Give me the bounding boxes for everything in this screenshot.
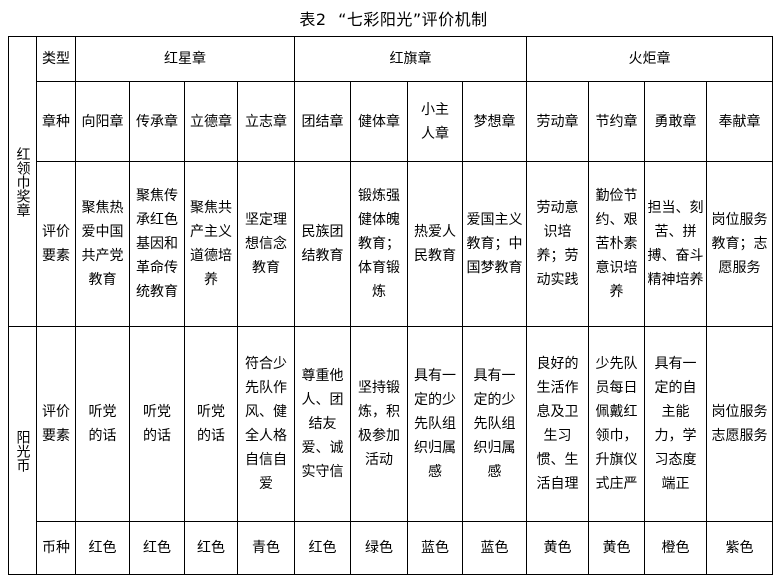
kind-cell: 勇敢章 [644,81,707,162]
coin-cell: 绿色 [350,521,408,575]
eval-cell: 尊重他人、团结友爱、诚实守信 [294,326,351,522]
eval-cell: 岗位服务志愿服务 [706,326,773,522]
coin-cell: 黄色 [588,521,645,575]
coin-cell: 青色 [237,521,295,575]
eval-cell: 勤俭节约、艰苦朴素意识培养 [588,161,645,327]
kind-label: 章种 [36,81,76,162]
eval-cell: 具有一定的自主能力，学习态度端正 [644,326,707,522]
coin-cell: 蓝色 [462,521,527,575]
coin-cell: 红色 [184,521,238,575]
kind-cell: 传承章 [129,81,185,162]
kind-cell: 健体章 [350,81,408,162]
type-cell: 火炬章 [526,36,773,82]
coin-cell: 红色 [75,521,130,575]
eval-cell: 爱国主义教育；中国梦教育 [462,161,527,327]
table-name: “七彩阳光”评价机制 [338,10,488,29]
eval-cell: 聚焦共产主义道德培养 [184,161,238,327]
coin-cell: 红色 [129,521,185,575]
eval-cell: 聚焦热爱中国共产党教育 [75,161,130,327]
coin-cell: 黄色 [526,521,589,575]
kind-cell: 奉献章 [706,81,773,162]
kind-row: 章种 向阳章 传承章 立德章 立志章 团结章 健体章 小主人章 梦想章 劳动章 … [9,81,773,162]
eval-cell: 聚焦传承红色基因和革命传统教育 [129,161,185,327]
eval-cell: 担当、刻苦、拼搏、奋斗精神培养 [644,161,707,327]
coin-cell: 紫色 [706,521,773,575]
eval-cell: 坚定理想信念教育 [237,161,295,327]
kind-cell: 立德章 [184,81,238,162]
eval-cell: 听党的话 [75,326,130,522]
eval-row-2: 阳光币 评价要素 听党的话 听党的话 听党的话 符合少先队作风、健全人格自信自爱… [8,326,773,575]
eval-cell: 热爱人民教育 [407,161,463,327]
evaluation-table: 红领巾奖章 类型 红星章 红旗章 火炬章 章种 向阳章 传承章 立德章 立志章 … [8,36,773,575]
section-label-honor-badge: 红领巾奖章 [8,36,37,327]
eval-cell: 坚持锻炼，积极参加活动 [350,326,408,522]
eval-cell: 具有一定的少先队组织归属感 [407,326,463,522]
section-label-sunshine-coin: 阳光币 [8,326,37,575]
coin-cell: 蓝色 [407,521,463,575]
eval-cell: 具有一定的少先队组织归属感 [462,326,527,522]
kind-cell: 团结章 [294,81,351,162]
eval-cell: 符合少先队作风、健全人格自信自爱 [237,326,295,522]
eval-cell: 锻炼强健体魄教育；体育锻炼 [350,161,408,327]
eval-cell: 良好的生活作息及卫生习惯、生活自理 [526,326,589,522]
kind-cell: 向阳章 [75,81,130,162]
type-cell: 红旗章 [294,36,527,82]
table-title: 表2 “七彩阳光”评价机制 [0,6,781,30]
eval-label: 评价要素 [36,161,76,327]
table-number: 表2 [299,10,327,29]
kind-cell: 节约章 [588,81,645,162]
coin-row: 币种 红色 红色 红色 青色 红色 绿色 蓝色 蓝色 黄色 黄色 橙色 紫色 [9,521,773,575]
coin-label: 币种 [36,521,76,575]
type-row: 红领巾奖章 类型 红星章 红旗章 火炬章 [8,36,773,327]
kind-cell: 梦想章 [462,81,527,162]
eval-cell: 听党的话 [129,326,185,522]
coin-cell: 红色 [294,521,351,575]
type-label: 类型 [36,36,76,82]
kind-cell: 立志章 [237,81,295,162]
kind-cell: 劳动章 [526,81,589,162]
type-cell: 红星章 [75,36,295,82]
kind-cell: 小主人章 [407,81,463,162]
coin-cell: 橙色 [644,521,707,575]
eval-label: 评价要素 [36,326,76,522]
eval-row-1: 评价要素 聚焦热爱中国共产党教育 聚焦传承红色基因和革命传统教育 聚焦共产主义道… [9,161,773,327]
eval-cell: 劳动意识培养；劳动实践 [526,161,589,327]
eval-cell: 岗位服务教育；志愿服务 [706,161,773,327]
eval-cell: 听党的话 [184,326,238,522]
eval-cell: 民族团结教育 [294,161,351,327]
eval-cell: 少先队员每日佩戴红领巾，升旗仪式庄严 [588,326,645,522]
